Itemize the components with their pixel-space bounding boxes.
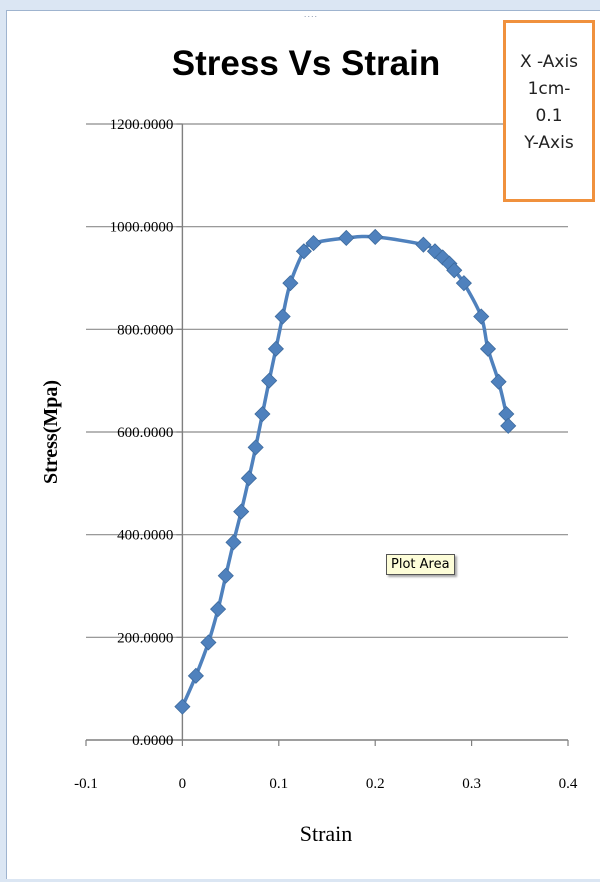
data-point-3[interactable] xyxy=(210,601,227,618)
x-axis-label: Strain xyxy=(300,821,353,846)
data-point-24[interactable] xyxy=(473,308,490,325)
chart-panel[interactable]: .... xyxy=(6,10,600,879)
y-tick-label-1: 200.0000 xyxy=(117,630,173,646)
axis-note-line-2: 1cm- xyxy=(527,79,571,99)
data-point-9[interactable] xyxy=(254,405,271,423)
y-tick-labels: 0.0000 200.0000 400.0000 600.0000 800.0000 10… xyxy=(110,117,174,749)
data-point-27[interactable] xyxy=(498,405,515,423)
series-markers[interactable] xyxy=(174,228,517,715)
y-tick-label-0: 0.0000 xyxy=(132,733,173,749)
x-tick-label-3: 0.2 xyxy=(366,776,385,792)
axis-note-line-4: Y-Axis xyxy=(524,133,574,153)
y-tick-label-5: 1000.0000 xyxy=(110,220,174,236)
data-point-17[interactable] xyxy=(367,228,384,245)
data-point-11[interactable] xyxy=(267,340,284,357)
data-point-15[interactable] xyxy=(305,235,322,252)
x-tick-label-5: 0.4 xyxy=(559,776,578,792)
data-point-16[interactable] xyxy=(338,229,355,247)
data-point-1[interactable] xyxy=(187,667,204,684)
series-line[interactable] xyxy=(180,234,510,708)
axis-note-line-3: 0.1 xyxy=(535,106,563,126)
axis-note-line-1: X -Axis xyxy=(519,52,579,72)
plot-area-tooltip: Plot Area xyxy=(386,554,455,575)
data-point-18[interactable] xyxy=(415,236,432,253)
axis-note-box[interactable]: X -Axis 1cm- 0.1 Y-Axis xyxy=(503,20,595,202)
data-point-4[interactable] xyxy=(217,567,234,584)
data-point-28[interactable] xyxy=(500,417,517,434)
x-tick-label-2: 0.1 xyxy=(269,776,288,792)
data-point-23[interactable] xyxy=(455,275,472,292)
data-point-12[interactable] xyxy=(274,308,291,325)
data-point-8[interactable] xyxy=(247,439,264,456)
y-axis-label: Stress(Mpa) xyxy=(40,380,62,484)
data-point-6[interactable] xyxy=(233,503,250,520)
x-tick-label-4: 0.3 xyxy=(462,776,481,792)
data-point-0[interactable] xyxy=(174,698,191,715)
chart-title: Stress Vs Strain xyxy=(172,44,440,83)
data-point-26[interactable] xyxy=(490,373,507,390)
data-point-22[interactable] xyxy=(446,262,463,279)
grid-lines xyxy=(86,123,568,638)
y-tick-label-4: 800.0000 xyxy=(117,322,173,338)
x-tick-label-1: 0 xyxy=(179,776,187,792)
y-tick-label-3: 600.0000 xyxy=(117,425,173,441)
resize-grip[interactable]: .... xyxy=(303,10,319,19)
x-tick-labels: -0.1 0 0.1 0.2 0.3 0.4 xyxy=(74,776,578,792)
x-tick-label-0: -0.1 xyxy=(74,776,98,792)
data-point-7[interactable] xyxy=(240,470,257,487)
y-tick-label-2: 400.0000 xyxy=(117,528,173,544)
y-tick-label-6: 1200.0000 xyxy=(110,117,174,133)
data-point-13[interactable] xyxy=(282,275,299,292)
axes xyxy=(85,123,569,746)
data-point-25[interactable] xyxy=(479,340,497,357)
data-point-5[interactable] xyxy=(225,534,242,551)
data-point-2[interactable] xyxy=(200,634,217,651)
data-point-10[interactable] xyxy=(261,372,278,389)
data-point-14[interactable] xyxy=(295,243,312,260)
